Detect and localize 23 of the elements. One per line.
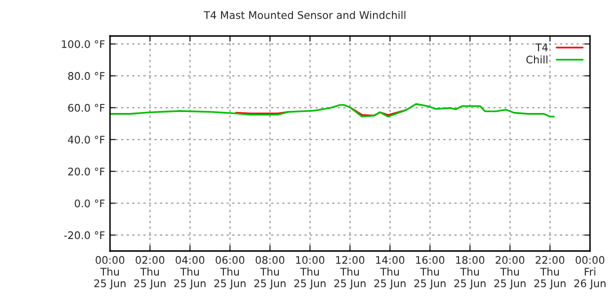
x-tick-label: 06:00 Thu 25 Jun [214, 256, 246, 290]
x-tick-label: 18:00 Thu 25 Jun [454, 256, 486, 290]
x-tick-label: 20:00 Thu 25 Jun [494, 256, 526, 290]
y-tick-label: 20.0 °F [68, 168, 105, 176]
legend-label: T4 [535, 44, 548, 52]
y-tick-label: 60.0 °F [68, 104, 105, 112]
x-tick-label: 00:00 Fri 26 Jun [574, 256, 606, 290]
x-tick-label: 22:00 Thu 25 Jun [534, 256, 566, 290]
y-tick-label: 80.0 °F [68, 72, 105, 80]
x-tick-label: 04:00 Thu 25 Jun [174, 256, 206, 290]
chart-title: T4 Mast Mounted Sensor and Windchill [204, 10, 406, 20]
y-tick-label: 0.0 °F [74, 199, 105, 208]
x-tick-label: 16:00 Thu 25 Jun [414, 256, 446, 290]
x-tick-label: 12:00 Thu 25 Jun [334, 256, 366, 290]
y-tick-label: 40.0 °F [68, 136, 105, 144]
legend-label: Chill [526, 55, 548, 64]
x-tick-label: 10:00 Thu 25 Jun [294, 256, 326, 290]
y-tick-label: -20.0 °F [64, 231, 105, 240]
y-tick-label: 100.0 °F [62, 40, 105, 48]
x-tick-label: 02:00 Thu 25 Jun [134, 256, 166, 290]
x-tick-label: 00:00 Thu 25 Jun [94, 256, 126, 290]
x-tick-label: 08:00 Thu 25 Jun [254, 256, 286, 290]
x-tick-label: 14:00 Thu 25 Jun [374, 256, 406, 290]
